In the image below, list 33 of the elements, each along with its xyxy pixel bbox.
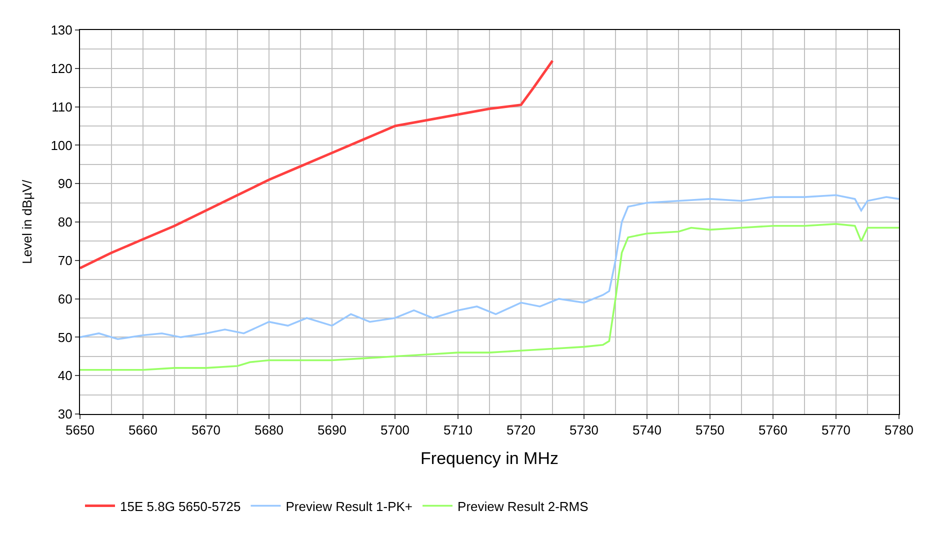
y-tick-label: 40 (58, 368, 72, 384)
y-tick-label: 60 (58, 291, 72, 306)
y-tick-label: 80 (58, 214, 72, 230)
legend-label: Preview Result 1-PK+ (286, 498, 413, 514)
x-tick-label: 5760 (758, 422, 788, 438)
y-tick-label: 90 (58, 176, 72, 192)
x-axis-title: Frequency in MHz (420, 449, 558, 468)
x-tick-label: 5740 (632, 422, 662, 438)
y-tick-label: 110 (52, 99, 72, 114)
x-tick-label: 5710 (444, 422, 472, 438)
line-series (80, 59, 554, 270)
y-tick-label: 130 (50, 22, 72, 38)
x-tick-label: 5750 (696, 422, 724, 438)
y-tick-label: 70 (58, 252, 72, 268)
legend-label: Preview Result 2-RMS (458, 498, 589, 514)
line-series (80, 194, 899, 340)
x-tick-label: 5730 (570, 422, 598, 438)
x-tick-label: 5680 (254, 422, 284, 438)
y-tick-label: 50 (58, 330, 72, 345)
line-series (80, 223, 899, 371)
legend-label: 15E 5.8G 5650-5725 (120, 498, 241, 514)
x-tick-label: 5780 (884, 422, 914, 438)
x-tick-label: 5660 (128, 422, 158, 438)
y-tick-label: 100 (50, 138, 72, 153)
y-axis-title: Level in dBµV/ (20, 180, 35, 264)
y-tick-label: 30 (58, 406, 72, 422)
y-tick-label: 120 (50, 60, 72, 76)
x-tick-label: 5720 (506, 422, 536, 438)
x-tick-label: 5690 (318, 422, 346, 438)
x-tick-label: 5650 (66, 422, 94, 438)
x-tick-label: 5700 (380, 422, 410, 438)
x-tick-label: 5770 (822, 422, 850, 438)
x-tick-label: 5670 (192, 422, 220, 438)
